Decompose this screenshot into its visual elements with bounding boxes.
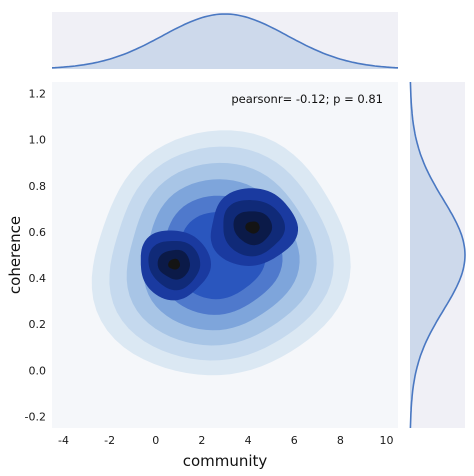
y-tick-label: 0.2	[29, 318, 47, 331]
top-marginal-density-fill	[52, 14, 398, 69]
y-tick-label: 1.0	[29, 134, 47, 147]
x-tick-label: 6	[291, 434, 298, 447]
y-tick-label: 0.0	[29, 364, 47, 377]
y-tick-label: -0.2	[25, 410, 46, 423]
x-tick-label: 0	[152, 434, 159, 447]
y-tick-label: 1.2	[29, 88, 47, 101]
right-marginal-density-curve	[409, 81, 466, 429]
top-marginal-density-curve	[51, 13, 399, 69]
x-tick-label: 8	[337, 434, 344, 447]
y-tick-label: 0.8	[29, 180, 47, 193]
y-axis-ticks: -0.2 0.0 0.2 0.4 0.6 0.8 1.0 1.2	[25, 88, 46, 424]
kde-contour-level-10-peak-b	[245, 221, 260, 234]
y-axis-label: coherence	[6, 216, 24, 294]
x-tick-label: 10	[379, 434, 393, 447]
y-tick-label: 0.6	[29, 226, 47, 239]
right-marginal-density-fill	[410, 82, 465, 428]
top-marginal	[51, 12, 399, 69]
kde-contours	[91, 130, 351, 376]
right-marginal	[409, 81, 466, 429]
x-axis-label: community	[183, 452, 268, 470]
x-axis-ticks: -4 -2 0 2 4 6 8 10	[58, 434, 393, 447]
x-tick-label: -4	[58, 434, 69, 447]
kde-contour-level-10-peak-a	[168, 258, 180, 270]
pearson-annotation: pearsonr= -0.12; p = 0.81	[231, 92, 383, 106]
x-tick-label: -2	[104, 434, 115, 447]
joint-panel	[52, 82, 398, 428]
x-tick-label: 2	[198, 434, 205, 447]
x-tick-label: 4	[245, 434, 252, 447]
y-tick-label: 0.4	[29, 272, 47, 285]
